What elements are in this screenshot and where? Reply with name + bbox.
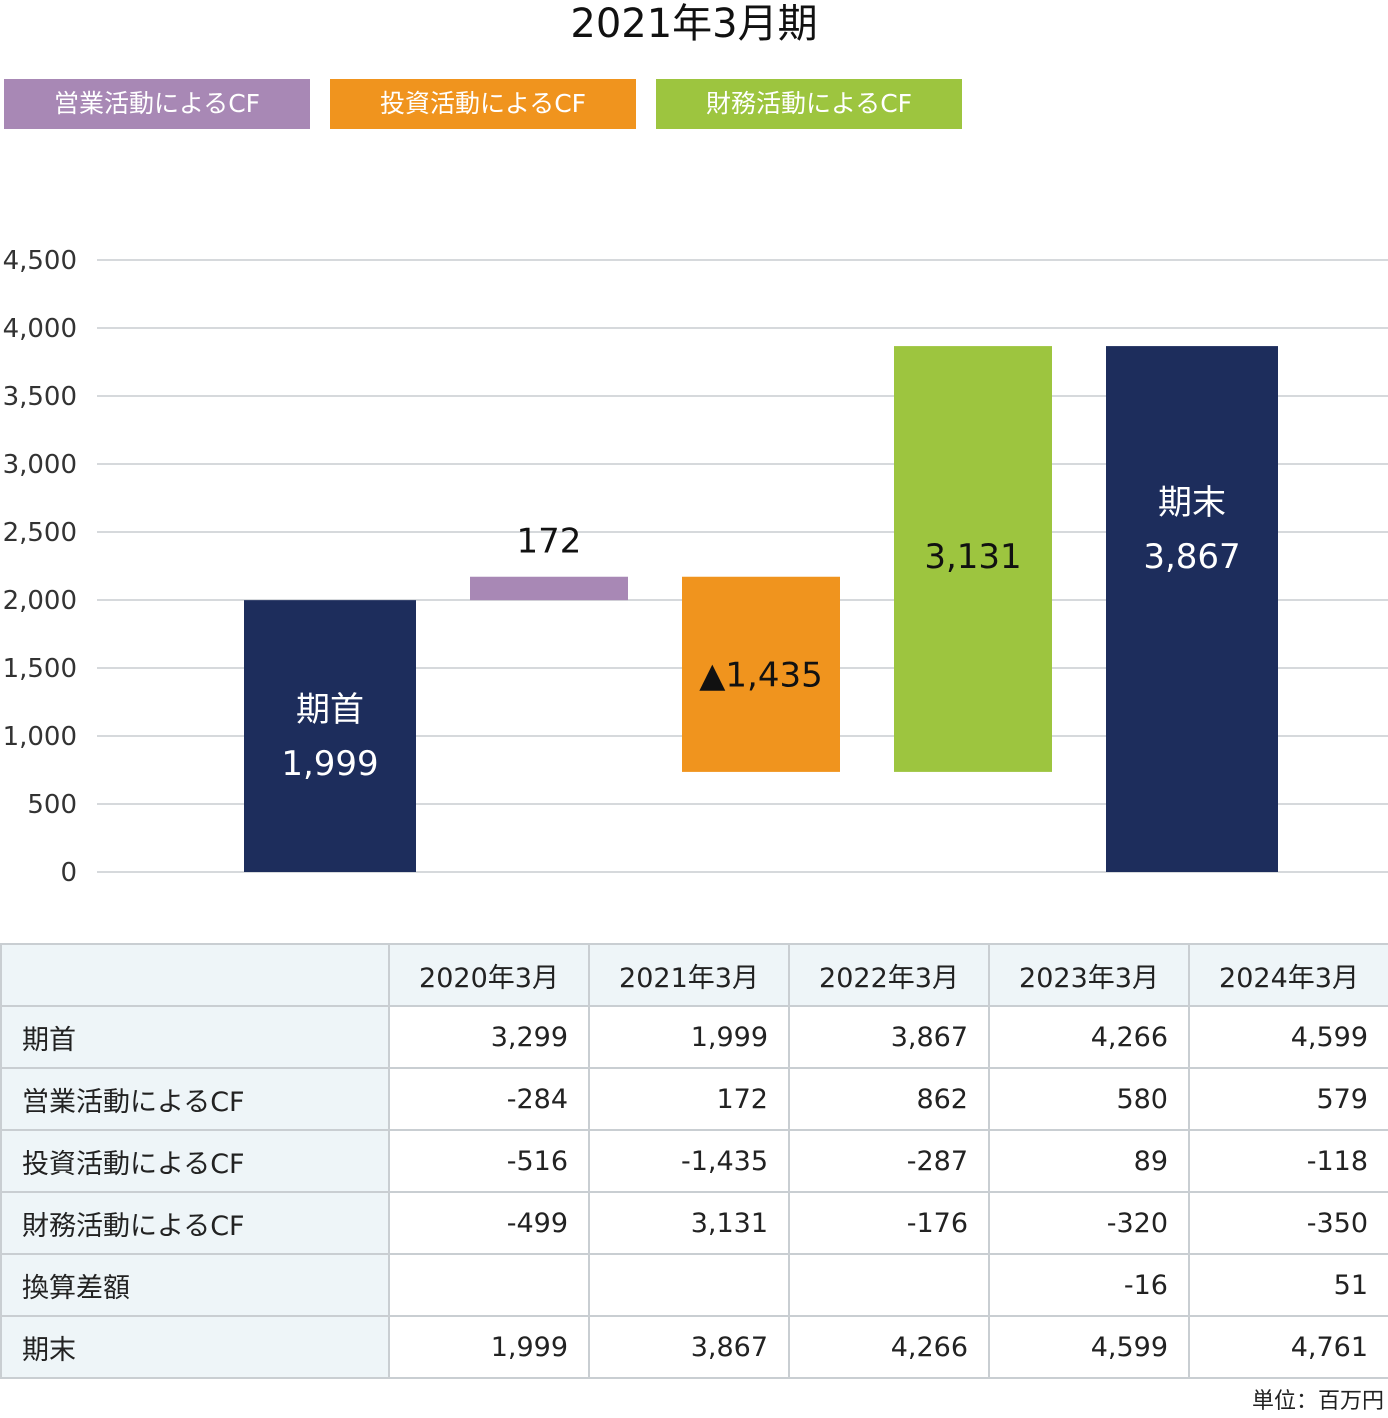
unit-note: 単位：百万円	[1251, 1389, 1384, 1414]
table-cell: -1,435	[588, 1129, 790, 1193]
table-header-cell: 2024年3月	[1188, 943, 1388, 1007]
legend-investing-cf: 投資活動によるCF	[330, 79, 636, 129]
y-axis-ticks: 5,400 4,500 4,000 3,500 3,000 2,500 2,000 1,500…	[3, 150, 77, 888]
table-cell: 89	[988, 1129, 1190, 1193]
y-tick-label: 5,400	[3, 150, 77, 154]
table-cell: 4,761	[1188, 1315, 1388, 1379]
bar-label: 1,999	[281, 744, 378, 784]
waterfall-chart: 5,400 4,500 4,000 3,500 3,000 2,500 2,000 1,500…	[3, 150, 1388, 888]
table-cell: 3,867	[588, 1315, 790, 1379]
table-row-label: 期首	[0, 1005, 390, 1069]
table-cell: -320	[988, 1191, 1190, 1255]
table-header-cell: 2021年3月	[588, 943, 790, 1007]
y-tick-label: 3,500	[3, 382, 77, 412]
table-cell: -176	[788, 1191, 990, 1255]
bar-label: 期首	[296, 690, 364, 730]
table-header-cell: 2023年3月	[988, 943, 1190, 1007]
table-cell: 3,299	[388, 1005, 590, 1069]
table-cell: 4,599	[1188, 1005, 1388, 1069]
table-row: 投資活動によるCF -516 -1,435 -287 89 -118	[0, 1129, 1388, 1193]
table-header-cell: 2022年3月	[788, 943, 990, 1007]
table-row-label: 営業活動によるCF	[0, 1067, 390, 1131]
table-cell: -118	[1188, 1129, 1388, 1193]
table-cell: -284	[388, 1067, 590, 1131]
chart-title: 2021年3月期	[570, 1, 818, 47]
table-cell: 4,266	[788, 1315, 990, 1379]
bar	[470, 576, 628, 601]
cash-flow-table: 2020年3月 2021年3月 2022年3月 2023年3月 2024年3月 …	[0, 943, 1388, 1379]
bar	[244, 600, 416, 872]
bar-label: 172	[517, 522, 582, 562]
table-header-cell: 2020年3月	[388, 943, 590, 1007]
bar-label: ▲1,435	[699, 655, 822, 695]
table-cell: 862	[788, 1067, 990, 1131]
table-cell: 51	[1188, 1253, 1388, 1317]
table-row: 換算差額 -16 51	[0, 1253, 1388, 1317]
y-tick-label: 4,500	[3, 246, 77, 276]
table-cell: 4,599	[988, 1315, 1190, 1379]
y-tick-label: 500	[27, 790, 77, 820]
table-cell: -287	[788, 1129, 990, 1193]
y-tick-label: 2,500	[3, 518, 77, 548]
y-tick-label: 3,000	[3, 450, 77, 480]
table-row-label: 換算差額	[0, 1253, 390, 1317]
table-cell: -499	[388, 1191, 590, 1255]
y-tick-label: 2,000	[3, 586, 77, 616]
table-cell: 4,266	[988, 1005, 1190, 1069]
table-row: 期首 3,299 1,999 3,867 4,266 4,599	[0, 1005, 1388, 1069]
bar-label: 3,131	[924, 537, 1021, 577]
table-row: 財務活動によるCF -499 3,131 -176 -320 -350	[0, 1191, 1388, 1255]
table-cell: -516	[388, 1129, 590, 1193]
bar	[894, 346, 1052, 772]
bar	[682, 576, 840, 772]
table-cell: -350	[1188, 1191, 1388, 1255]
y-tick-label: 1,000	[3, 722, 77, 752]
table-row-label: 財務活動によるCF	[0, 1191, 390, 1255]
table-cell: 3,131	[588, 1191, 790, 1255]
table-row: 期末 1,999 3,867 4,266 4,599 4,761	[0, 1315, 1388, 1379]
y-tick-label: 4,000	[3, 314, 77, 344]
table-cell	[388, 1253, 590, 1317]
table-cell: 3,867	[788, 1005, 990, 1069]
bar-labels: 期首 1,999 172 ▲1,435 3,131 期末 3,867	[281, 483, 1240, 784]
legend-financing-cf: 財務活動によるCF	[656, 79, 962, 129]
table-cell	[788, 1253, 990, 1317]
table-cell: -16	[988, 1253, 1190, 1317]
legend-operating-cf: 営業活動によるCF	[4, 79, 310, 129]
bar-label: 3,867	[1143, 537, 1240, 577]
bar-label: 期末	[1158, 483, 1226, 523]
table-cell: 579	[1188, 1067, 1388, 1131]
table-cell: 580	[988, 1067, 1190, 1131]
table-row: 営業活動によるCF -284 172 862 580 579	[0, 1067, 1388, 1131]
table-row-label: 期末	[0, 1315, 390, 1379]
table-header-cell	[0, 943, 390, 1007]
table-row-label: 投資活動によるCF	[0, 1129, 390, 1193]
y-tick-label: 0	[60, 858, 77, 888]
table-cell	[588, 1253, 790, 1317]
table-cell: 1,999	[588, 1005, 790, 1069]
bars	[244, 346, 1278, 872]
y-tick-label: 1,500	[3, 654, 77, 684]
table-cell: 1,999	[388, 1315, 590, 1379]
bar	[1106, 346, 1278, 872]
table-cell: 172	[588, 1067, 790, 1131]
table-header-row: 2020年3月 2021年3月 2022年3月 2023年3月 2024年3月	[0, 943, 1388, 1007]
